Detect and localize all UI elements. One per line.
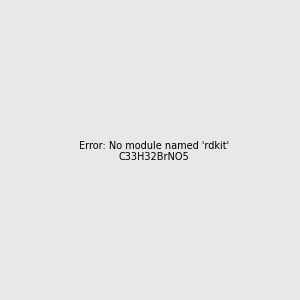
Text: Error: No module named 'rdkit'
C33H32BrNO5: Error: No module named 'rdkit' C33H32BrN…: [79, 141, 229, 162]
